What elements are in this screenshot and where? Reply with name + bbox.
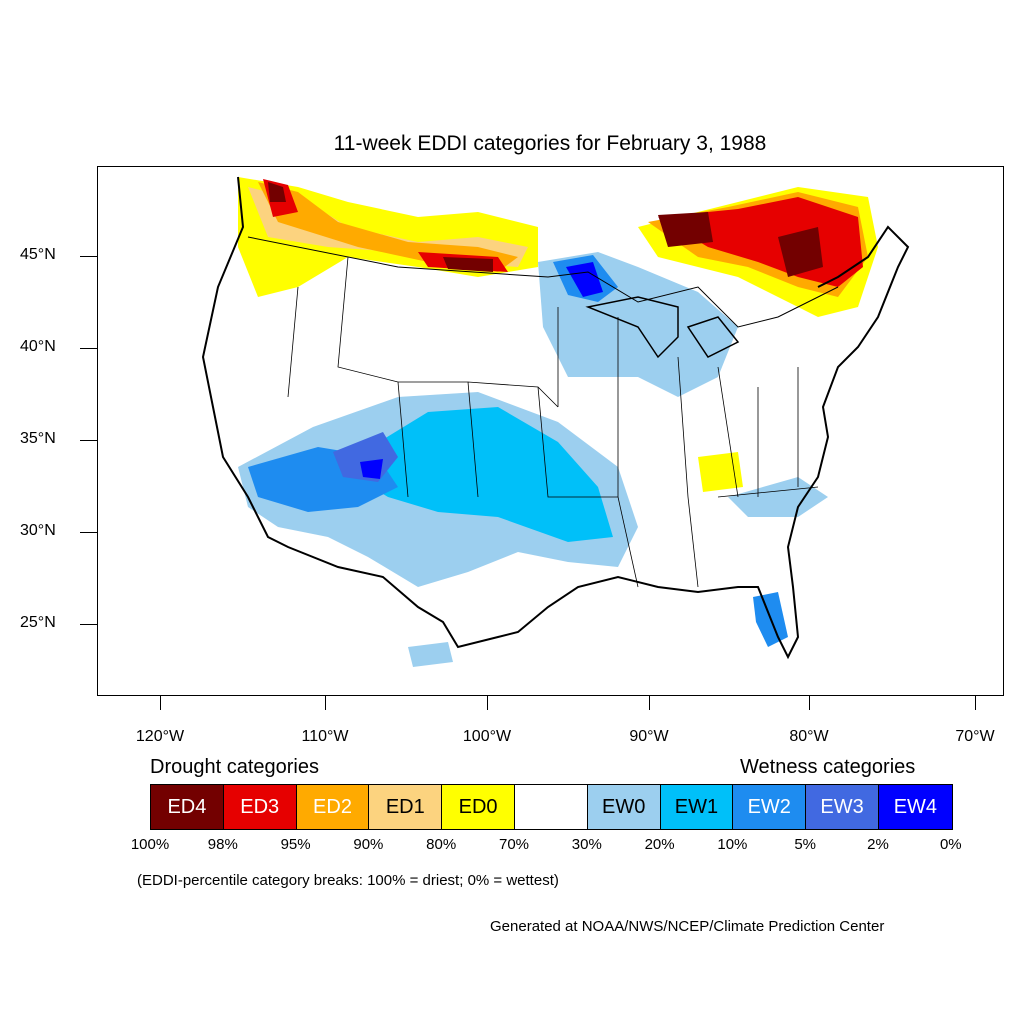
percent-break-label: 0%: [939, 836, 962, 853]
percent-break-label: 20%: [644, 836, 675, 853]
lat-label-40: 40°N: [20, 338, 56, 355]
legend-box-ew1: EW1: [660, 785, 734, 829]
canada-border: [247, 236, 839, 328]
boundaries: [201, 176, 910, 660]
category-legend-bar: ED4 ED3 ED2 ED1 ED0 EW0 EW1 EW2 EW3 EW4: [150, 784, 953, 830]
lat-label-30: 30°N: [20, 522, 56, 539]
legend-box-ed2: ED2: [296, 785, 370, 829]
four-corners-wet: [333, 432, 398, 482]
lat-tick: [80, 624, 97, 625]
legend-box-ew2: EW2: [733, 785, 807, 829]
map-canvas: [201, 176, 910, 667]
lon-tick: [975, 696, 976, 710]
lon-label-120: 120°W: [135, 728, 185, 745]
lon-tick: [809, 696, 810, 710]
lon-tick: [325, 696, 326, 710]
lat-label-35: 35°N: [20, 430, 56, 447]
eddi-map: [97, 166, 1004, 696]
lon-tick: [160, 696, 161, 710]
legend-box-ed4: ED4: [151, 785, 224, 829]
legend-box-ew4: EW4: [878, 785, 952, 829]
percent-break-label: 30%: [571, 836, 602, 853]
legend-box-ew3: EW3: [806, 785, 879, 829]
lon-tick: [487, 696, 488, 710]
percent-break-label: 95%: [280, 836, 311, 853]
percent-break-label: 100%: [130, 836, 170, 853]
lat-tick: [80, 440, 97, 441]
upper-midwest-extreme: [566, 262, 603, 297]
mexico-wet-patch: [408, 642, 453, 667]
percent-break-label: 2%: [867, 836, 889, 853]
lon-label-110: 110°W: [301, 728, 349, 745]
legend-box-ed3: ED3: [223, 785, 297, 829]
percent-break-label: 98%: [207, 836, 238, 853]
northwest-dry-exceptional: [268, 182, 493, 272]
lon-tick: [649, 696, 650, 710]
state-lines: [287, 256, 819, 588]
credit-line: Generated at NOAA/NWS/NCEP/Climate Predi…: [490, 918, 885, 935]
legend-box-ew0: EW0: [587, 785, 661, 829]
lat-label-45: 45°N: [20, 246, 56, 263]
ohio-valley-dry: [698, 452, 743, 492]
lon-label-80: 80°W: [789, 728, 829, 745]
percent-break-label: 70%: [498, 836, 530, 853]
lon-label-70: 70°W: [955, 728, 995, 745]
legend-box-ed1: ED1: [369, 785, 443, 829]
great-lakes-outline: [585, 296, 740, 359]
lat-tick: [80, 532, 97, 533]
percent-break-label: 90%: [353, 836, 384, 853]
wetness-categories-heading: Wetness categories: [740, 756, 916, 778]
map-title: 11-week EDDI categories for February 3, …: [333, 132, 767, 155]
legend-box-ed0: ED0: [442, 785, 515, 829]
us-coastline: [201, 176, 910, 660]
northwest-dry-severe: [258, 182, 518, 272]
category-break-note: (EDDI-percentile category breaks: 100% =…: [137, 872, 559, 889]
lat-tick: [80, 256, 97, 257]
legend-box-normal: [514, 785, 588, 829]
lat-tick: [80, 348, 97, 349]
plains-wet-core: [338, 407, 613, 542]
percent-break-label: 5%: [794, 836, 817, 853]
lat-label-25: 25°N: [20, 614, 56, 631]
southeast-wet: [728, 477, 828, 517]
percent-break-label: 80%: [426, 836, 457, 853]
four-corners-extreme: [360, 459, 383, 479]
drought-wetness-fields: [238, 177, 878, 667]
great-lakes-dry-exceptional: [658, 212, 823, 277]
percent-break-label: 10%: [717, 836, 748, 853]
drought-categories-heading: Drought categories: [150, 756, 319, 778]
lon-label-100: 100°W: [462, 728, 512, 745]
lon-label-90: 90°W: [629, 728, 669, 745]
